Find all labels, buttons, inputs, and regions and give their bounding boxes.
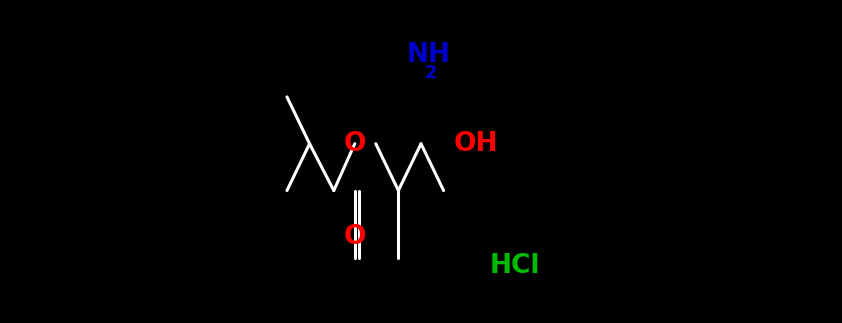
Text: O: O	[344, 131, 366, 157]
Text: HCl: HCl	[489, 254, 540, 279]
Text: O: O	[344, 224, 366, 250]
Text: NH: NH	[407, 42, 450, 68]
Text: 2: 2	[424, 64, 437, 82]
Text: OH: OH	[453, 131, 498, 157]
